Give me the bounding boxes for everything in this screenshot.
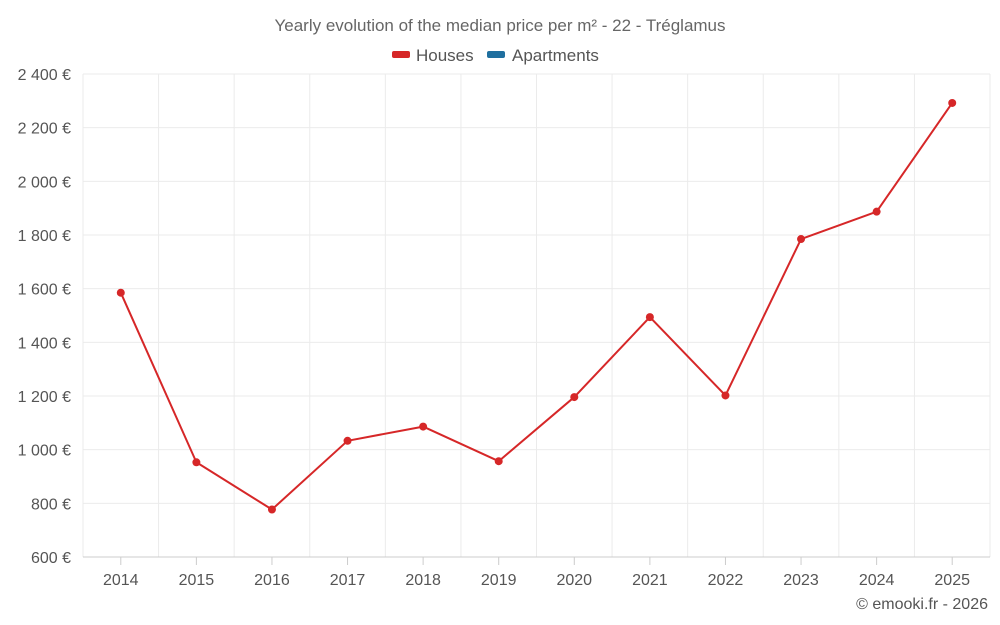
- legend-item-houses[interactable]: Houses: [392, 46, 474, 65]
- data-point-houses[interactable]: [267, 505, 276, 514]
- data-point-houses[interactable]: [645, 313, 654, 322]
- legend-label-apartments: Apartments: [512, 46, 599, 65]
- legend-item-apartments[interactable]: Apartments: [487, 46, 599, 65]
- y-tick-label: 2 400 €: [18, 67, 71, 84]
- x-tick-label: 2024: [859, 572, 895, 589]
- data-point-houses[interactable]: [872, 207, 881, 216]
- y-tick-label: 1 800 €: [18, 228, 71, 245]
- x-tick-label: 2014: [103, 572, 139, 589]
- y-tick-label: 800 €: [31, 496, 71, 513]
- y-axis-ticks: 600 € 800 € 1 000 € 1 200 € 1 400 € 1 600 € 1 …: [18, 67, 71, 567]
- data-point-houses[interactable]: [570, 393, 579, 402]
- x-tick-label: 2015: [179, 572, 215, 589]
- data-point-houses[interactable]: [419, 422, 428, 431]
- data-point-houses[interactable]: [343, 436, 352, 445]
- data-point-houses[interactable]: [192, 458, 201, 467]
- x-tick-label: 2016: [254, 572, 290, 589]
- data-point-houses[interactable]: [721, 391, 730, 400]
- data-point-houses[interactable]: [948, 98, 957, 107]
- x-tick-label: 2017: [330, 572, 366, 589]
- y-tick-label: 1 400 €: [18, 335, 71, 352]
- series-line-houses: [119, 102, 954, 511]
- credit-text: © emooki.fr - 2026: [856, 596, 988, 613]
- x-tick-label: 2021: [632, 572, 668, 589]
- x-tick-label: 2023: [783, 572, 819, 589]
- legend: Houses Apartments: [392, 46, 599, 65]
- x-gridlines: [82, 74, 991, 557]
- y-tick-label: 600 €: [31, 550, 71, 567]
- series-layer: [116, 98, 957, 514]
- data-point-houses[interactable]: [797, 235, 806, 244]
- legend-swatch-apartments: [487, 51, 505, 58]
- y-tick-label: 1 000 €: [18, 443, 71, 460]
- y-tick-label: 1 600 €: [18, 282, 71, 299]
- x-tick-label: 2020: [556, 572, 592, 589]
- y-tick-label: 2 200 €: [18, 121, 71, 138]
- data-point-houses[interactable]: [116, 288, 125, 297]
- legend-swatch-houses: [392, 51, 410, 58]
- x-tick-label: 2018: [405, 572, 441, 589]
- x-axis-ticks: 2014 2015 2016 2017 2018 2019 2020 2021 2022 2023…: [103, 557, 970, 589]
- data-point-houses[interactable]: [494, 457, 503, 466]
- y-tick-label: 1 200 €: [18, 389, 71, 406]
- x-tick-label: 2022: [708, 572, 744, 589]
- y-tick-label: 2 000 €: [18, 174, 71, 191]
- x-tick-label: 2019: [481, 572, 517, 589]
- x-tick-label: 2025: [934, 572, 970, 589]
- chart-title: Yearly evolution of the median price per…: [274, 16, 725, 35]
- legend-label-houses: Houses: [416, 46, 474, 65]
